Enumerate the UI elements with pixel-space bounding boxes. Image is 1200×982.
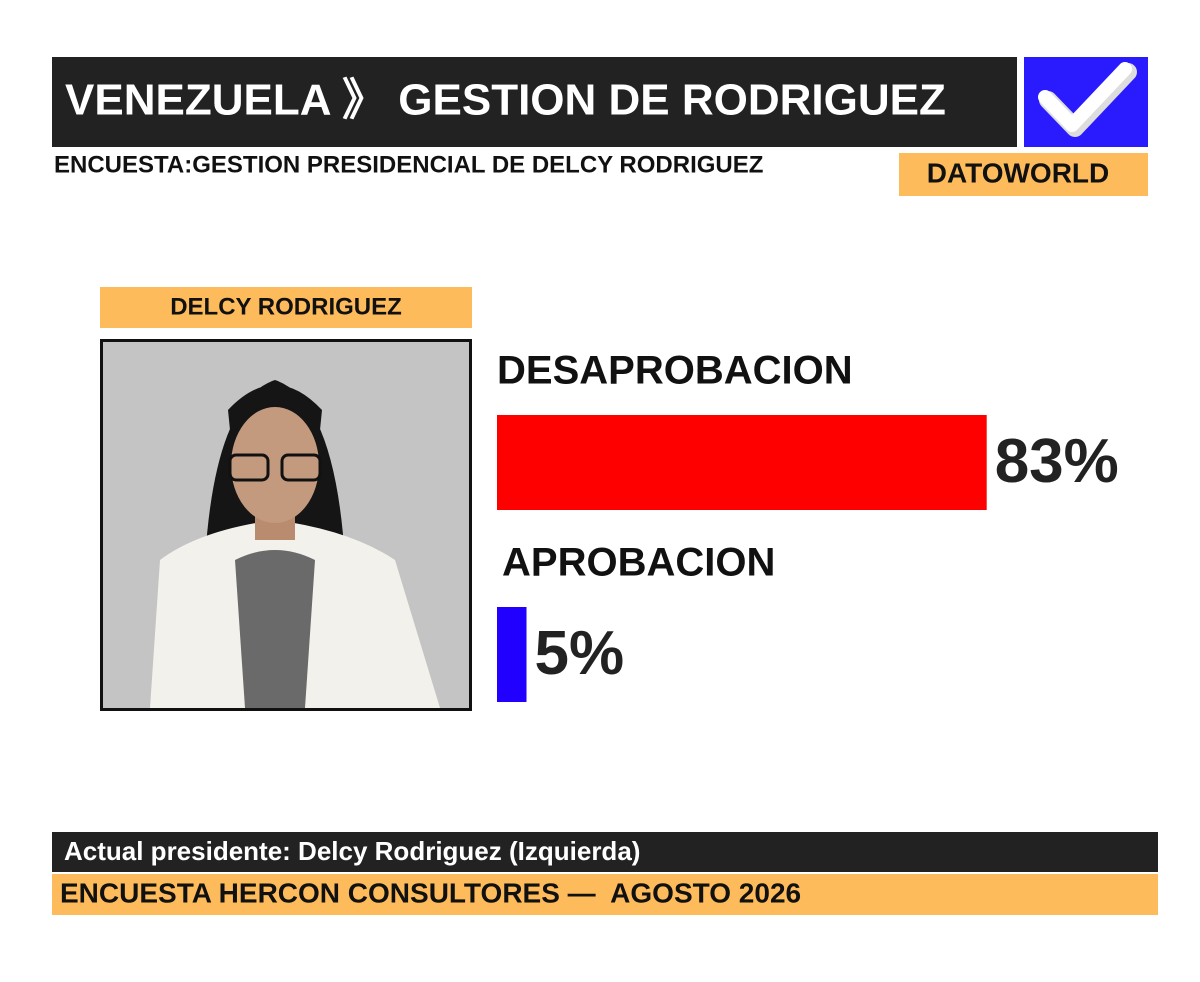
- category-label: APROBACION: [502, 541, 775, 585]
- brand: DATOWORLD: [927, 157, 1110, 188]
- photo-placeholder: [150, 380, 440, 708]
- candidate-name: DELCY RODRIGUEZ: [170, 293, 402, 320]
- check-icon-face: [1038, 62, 1132, 132]
- title-bar: [52, 57, 1017, 147]
- footer-source-bar: [52, 874, 1158, 915]
- subtitle: ENCUESTA:GESTION PRESIDENCIAL DE DELCY R…: [54, 151, 763, 178]
- brand-box: [899, 153, 1148, 196]
- footer-note-bar: [52, 832, 1158, 872]
- bar: [497, 607, 527, 702]
- footer-note: Actual presidente: Delcy Rodriguez (Izqu…: [64, 836, 640, 866]
- name-box: [100, 287, 472, 328]
- title: VENEZUELA 》 GESTION DE RODRIGUEZ: [65, 76, 946, 125]
- value-label: 83%: [995, 427, 1119, 496]
- value-label: 5%: [535, 619, 625, 688]
- category-label: DESAPROBACION: [497, 349, 853, 393]
- footer-source: ENCUESTA HERCON CONSULTORES — AGOSTO 202…: [60, 877, 801, 908]
- bar: [497, 415, 987, 510]
